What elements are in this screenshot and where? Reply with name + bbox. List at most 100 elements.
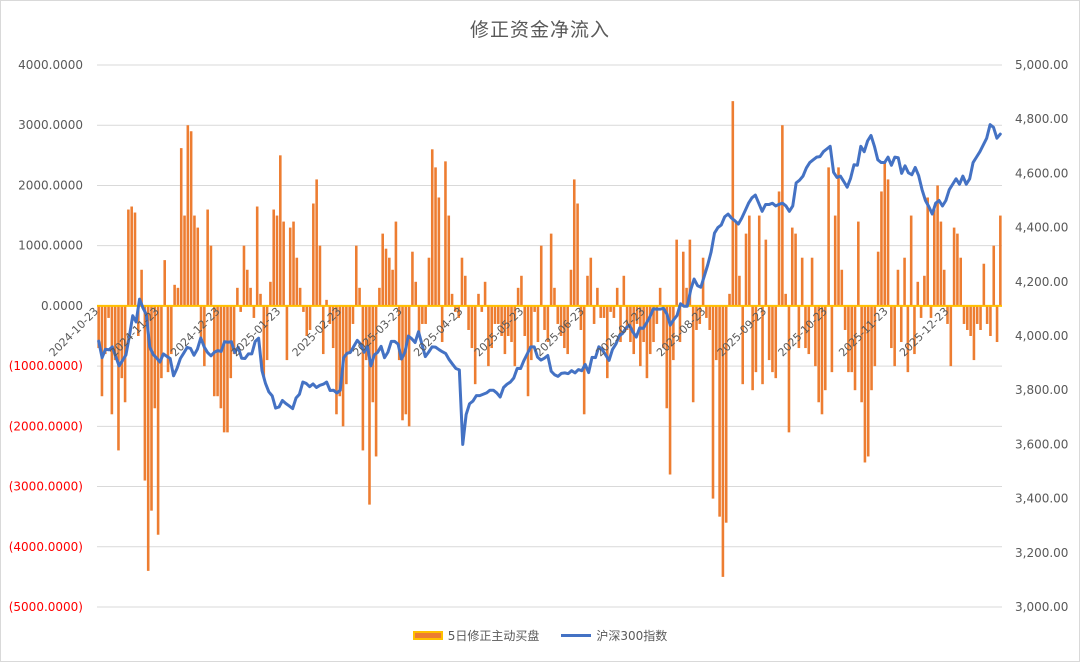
bar bbox=[982, 263, 986, 306]
bar bbox=[757, 215, 761, 306]
y-right-tick-label: 3,400.00 bbox=[1015, 492, 1068, 506]
legend-swatch-bars bbox=[412, 631, 443, 640]
y-left-tick-label: (1000.0000) bbox=[9, 359, 83, 373]
bar bbox=[193, 215, 196, 306]
bar bbox=[890, 305, 893, 349]
bar bbox=[556, 305, 560, 324]
bar bbox=[837, 167, 840, 306]
bar bbox=[678, 305, 682, 343]
bar bbox=[245, 269, 249, 306]
bar bbox=[414, 281, 418, 306]
bar bbox=[384, 248, 388, 306]
bar bbox=[506, 305, 510, 336]
bar bbox=[179, 148, 183, 306]
bar bbox=[820, 305, 824, 415]
bar bbox=[510, 305, 513, 343]
bar bbox=[596, 287, 599, 306]
y-left-tick-label: 1000.0000 bbox=[18, 239, 83, 253]
bar bbox=[715, 305, 718, 361]
bar bbox=[328, 305, 332, 324]
bar bbox=[893, 305, 896, 367]
bar bbox=[685, 287, 688, 306]
bar bbox=[705, 305, 708, 318]
bar bbox=[754, 305, 758, 373]
bar bbox=[430, 149, 434, 306]
bar bbox=[767, 305, 771, 361]
bar bbox=[559, 305, 563, 336]
bar bbox=[252, 305, 256, 318]
bar bbox=[866, 305, 870, 457]
bar bbox=[999, 215, 1002, 306]
bar bbox=[916, 281, 920, 306]
bar bbox=[572, 179, 576, 306]
bar bbox=[358, 287, 361, 306]
legend-swatch-line bbox=[561, 634, 592, 637]
bar bbox=[853, 305, 857, 391]
bar bbox=[939, 221, 943, 306]
bar bbox=[325, 299, 328, 306]
legend-item-bars[interactable]: 5日修正主动买盘 bbox=[412, 627, 539, 644]
bar bbox=[873, 305, 877, 367]
bar bbox=[827, 167, 830, 306]
x-tick-label: 2025-01-23 bbox=[229, 305, 283, 359]
bar bbox=[259, 293, 262, 306]
legend-item-line[interactable]: 沪深300指数 bbox=[561, 627, 667, 644]
bar bbox=[397, 305, 401, 361]
bar bbox=[450, 293, 454, 306]
bar bbox=[797, 305, 801, 349]
bar bbox=[285, 305, 289, 361]
bar bbox=[292, 221, 295, 306]
bar bbox=[97, 305, 100, 349]
bar bbox=[824, 305, 827, 391]
bar bbox=[579, 305, 583, 330]
bar bbox=[388, 257, 391, 306]
y-right-tick-label: 4,000.00 bbox=[1015, 329, 1068, 343]
bar bbox=[966, 305, 969, 330]
bar bbox=[222, 305, 226, 433]
bar bbox=[523, 305, 527, 336]
bar bbox=[698, 305, 702, 324]
bar bbox=[622, 275, 626, 306]
bar bbox=[989, 305, 992, 336]
bar bbox=[473, 305, 477, 385]
bar bbox=[447, 215, 451, 306]
x-tick-label: 2024-10-23 bbox=[47, 305, 101, 359]
bar bbox=[639, 305, 642, 367]
bar bbox=[282, 221, 285, 306]
bar bbox=[536, 305, 540, 343]
bar bbox=[186, 125, 190, 306]
bar bbox=[566, 305, 569, 355]
bar bbox=[606, 305, 609, 379]
bar bbox=[609, 305, 612, 312]
legend: 5日修正主动买盘 沪深300指数 bbox=[1, 627, 1079, 644]
bar bbox=[810, 257, 814, 306]
bar bbox=[658, 287, 662, 306]
bar bbox=[156, 305, 160, 535]
csi300-line bbox=[97, 123, 1002, 446]
bar bbox=[160, 305, 163, 379]
bar bbox=[275, 215, 279, 306]
bar bbox=[226, 305, 229, 433]
bar bbox=[642, 305, 645, 343]
bar bbox=[761, 305, 764, 385]
bar bbox=[582, 305, 586, 415]
bar bbox=[203, 305, 206, 367]
bar bbox=[318, 245, 322, 306]
bar bbox=[497, 305, 500, 324]
y-left-tick-label: 4000.0000 bbox=[18, 58, 83, 72]
bar bbox=[909, 215, 913, 306]
bar bbox=[774, 305, 778, 379]
bar bbox=[493, 305, 497, 324]
bar bbox=[371, 305, 375, 403]
bar bbox=[972, 305, 976, 361]
bar bbox=[569, 269, 573, 306]
bar bbox=[120, 305, 124, 379]
bar bbox=[503, 305, 507, 355]
bar bbox=[731, 101, 735, 306]
bar bbox=[361, 305, 365, 451]
bar bbox=[127, 209, 130, 306]
y-left-tick-label: 0.0000 bbox=[41, 299, 83, 313]
bar bbox=[787, 305, 791, 433]
bar bbox=[648, 305, 652, 355]
